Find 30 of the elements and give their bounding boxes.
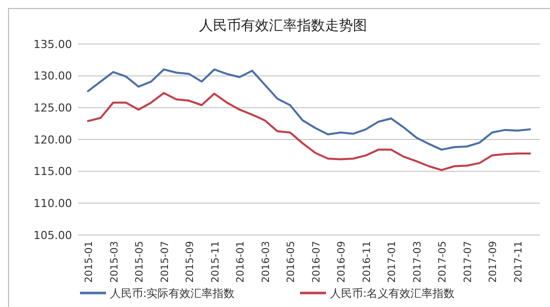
x-tick-label: 2017-07: [462, 241, 474, 283]
x-tick-label: 2017-05: [438, 241, 449, 283]
x-tick-label: 2015-01: [84, 241, 95, 283]
x-tick-label: 2017-01: [387, 241, 398, 283]
x-tick-label: 2015-05: [134, 241, 146, 283]
x-tick-label: 2016-09: [336, 241, 348, 283]
x-tick-label: 2016-11: [362, 241, 373, 283]
legend-label: 人民币:名义有效汇率指数: [330, 286, 455, 300]
x-tick-label: 2017-09: [488, 241, 500, 283]
x-tick-label: 2015-11: [210, 241, 222, 283]
x-tick-label: 2016-05: [286, 241, 298, 283]
x-tick-label: 2017-11: [513, 241, 524, 283]
x-tick-label: 2015-07: [160, 241, 171, 283]
x-tick-label: 2016-01: [236, 241, 247, 283]
line-series: [87, 68, 531, 151]
chart-title: 人民币有效汇率指数走势图: [199, 18, 367, 34]
y-tick-label: 135.00: [34, 38, 72, 51]
x-tick-label: 2016-07: [311, 241, 322, 283]
y-tick-label: 130.00: [34, 70, 72, 83]
y-tick-label: 115.00: [34, 165, 72, 178]
x-tick-label: 2017-03: [412, 241, 424, 283]
y-tick-label: 120.00: [34, 133, 72, 146]
y-tick-label: 125.00: [34, 102, 72, 115]
x-tick-label: 2015-03: [109, 241, 120, 283]
y-tick-label: 105.00: [34, 228, 72, 242]
x-tick-label: 2015-09: [185, 241, 196, 283]
line-series: [87, 92, 531, 172]
legend-label: 人民币:实际有效汇率指数: [110, 286, 235, 300]
y-tick-label: 110.00: [34, 197, 72, 210]
x-tick-label: 2016-03: [260, 241, 272, 283]
